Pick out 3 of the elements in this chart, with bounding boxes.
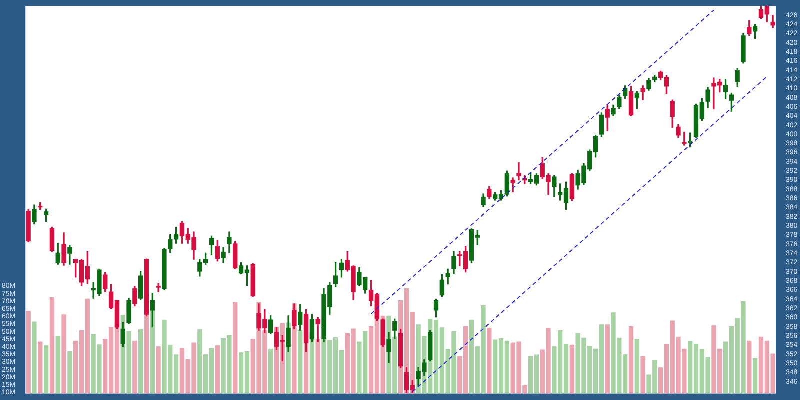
candlestick <box>516 162 522 181</box>
candlestick <box>156 283 161 292</box>
candlestick <box>640 86 646 100</box>
